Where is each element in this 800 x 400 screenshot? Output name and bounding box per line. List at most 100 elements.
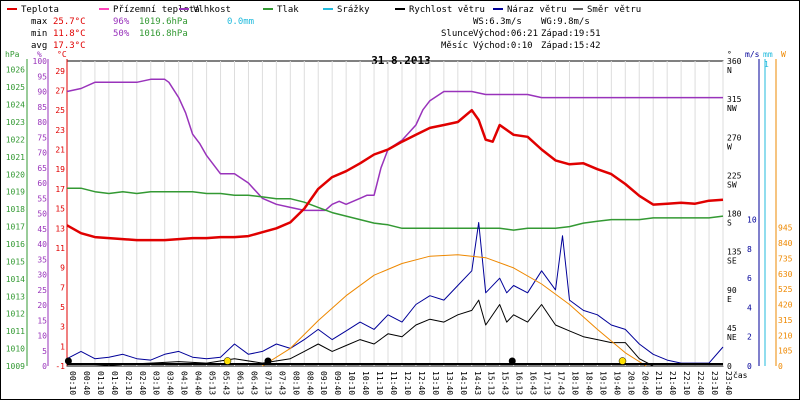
axis-tick-w: 420 bbox=[778, 301, 793, 310]
axis-label-ms: m/s bbox=[745, 50, 760, 59]
series-line-teplota bbox=[66, 108, 724, 242]
legend-label: Teplota bbox=[21, 5, 59, 15]
x-tick-label: 06:13 bbox=[235, 371, 244, 395]
axis-tick-hpa: 1019 bbox=[6, 188, 25, 197]
axis-tick-hpa: 1022 bbox=[6, 135, 25, 144]
x-tick-label: 09:10 bbox=[319, 371, 328, 395]
axis-tick-hpa: 1014 bbox=[6, 275, 25, 284]
night-marker bbox=[64, 357, 72, 365]
axis-tick-w: 630 bbox=[778, 270, 793, 279]
axis-tick-hpa: 1023 bbox=[6, 118, 25, 127]
x-tick-label: 01:10 bbox=[96, 371, 105, 395]
axis-tick-deg: 135 bbox=[727, 248, 742, 257]
x-tick-label: 23:40 bbox=[724, 371, 733, 395]
axis-tick-pct: 75 bbox=[37, 133, 47, 142]
axis-tick-dir: S bbox=[727, 219, 732, 228]
x-tick-label: 00:10 bbox=[68, 371, 77, 395]
axis-tick-temp: 15 bbox=[55, 205, 65, 214]
axis-tick-temp: 7 bbox=[60, 283, 65, 292]
axis-tick-w: 105 bbox=[778, 347, 793, 356]
x-tick-label: 11:40 bbox=[389, 371, 398, 395]
plot-frame bbox=[66, 60, 724, 367]
axis-tick-dir: W bbox=[727, 142, 732, 151]
x-tick-label: 08:10 bbox=[291, 371, 300, 395]
stats-block: max 25.7°C 96% 1019.6hPa 0.0mm min 11.8°… bbox=[31, 17, 601, 51]
x-tick-label: 17:13 bbox=[543, 371, 552, 395]
axis-tick-pct: 35 bbox=[37, 255, 47, 264]
axis-tick-temp: -1 bbox=[55, 362, 65, 371]
x-tick-label: 10:40 bbox=[361, 371, 370, 395]
axis-tick-deg: 225 bbox=[727, 171, 742, 180]
axis-tick-pct: 15 bbox=[37, 316, 47, 325]
x-tick-label: 10:10 bbox=[347, 371, 356, 395]
axis-label-hpa: hPa bbox=[5, 50, 20, 59]
x-tick-label: 01:40 bbox=[110, 371, 119, 395]
x-tick-label: 02:10 bbox=[124, 371, 133, 395]
axis-tick-temp: 29 bbox=[55, 67, 65, 76]
axis-label-mm: mm bbox=[763, 50, 773, 59]
x-tick-label: 12:40 bbox=[417, 371, 426, 395]
axis-tick-dir: SW bbox=[727, 180, 737, 189]
stats-min-temp: 11.8°C bbox=[53, 29, 86, 39]
axis-tick-dir: NE bbox=[727, 333, 737, 342]
night-marker bbox=[508, 357, 516, 365]
axis-tick-deg: 0 bbox=[727, 362, 732, 371]
axis-tick-pct: 40 bbox=[37, 240, 47, 249]
x-tick-label: 21:10 bbox=[654, 371, 663, 395]
axis-tick-pct: 95 bbox=[37, 72, 47, 81]
stats-min-hum: 50% bbox=[113, 29, 130, 39]
stats-avg-temp: 17.3°C bbox=[53, 41, 86, 51]
x-tick-label: 15:13 bbox=[487, 371, 496, 395]
x-tick-label: 20:40 bbox=[640, 371, 649, 395]
sun-set: Západ:19:51 bbox=[541, 29, 601, 39]
axis-tick-temp: 17 bbox=[55, 185, 65, 194]
axis-tick-pct: 30 bbox=[37, 271, 47, 280]
axis-tick-w: 315 bbox=[778, 316, 793, 325]
axis-tick-deg: 315 bbox=[727, 95, 742, 104]
x-tick-label: 16:43 bbox=[529, 371, 538, 395]
wind-ws: WS:6.3m/s bbox=[473, 17, 522, 27]
x-tick-label: 19:40 bbox=[612, 371, 621, 395]
axis-tick-pct: 45 bbox=[37, 225, 47, 234]
stats-max-label: max bbox=[31, 17, 48, 27]
axis-tick-pct: 85 bbox=[37, 103, 47, 112]
sun-label: Slunce bbox=[441, 29, 474, 39]
x-tick-label: 12:10 bbox=[403, 371, 412, 395]
axis-tick-hpa: 1017 bbox=[6, 223, 25, 232]
x-ticks: 00:10 00:40 01:10 01:40 02:10 02:40 03:10 03:40… bbox=[68, 371, 733, 395]
x-tick-label: 03:40 bbox=[166, 371, 175, 395]
x-tick-label: 13:40 bbox=[445, 371, 454, 395]
x-tick-label: 14:43 bbox=[473, 371, 482, 395]
series-line-n-raz-v-tru bbox=[66, 222, 724, 364]
stats-max-temp: 25.7°C bbox=[53, 17, 86, 27]
axis-tick-dir: E bbox=[727, 295, 732, 304]
x-tick-label: 06:43 bbox=[249, 371, 258, 395]
stats-max-press: 1019.6hPa bbox=[139, 17, 188, 27]
axis-tick-deg: 90 bbox=[727, 286, 737, 295]
axis-label-pct: % bbox=[37, 50, 42, 59]
legend-label: Vlhkost bbox=[193, 5, 231, 15]
sun-rise: Východ:06:21 bbox=[473, 29, 538, 39]
x-tick-label: 09:40 bbox=[333, 371, 342, 395]
x-tick-label: 05:43 bbox=[222, 371, 231, 395]
axis-label-deg: ° bbox=[727, 50, 732, 59]
axis-tick-mm: 1 bbox=[764, 60, 769, 69]
series-layer bbox=[64, 78, 724, 367]
x-tick-label: 11:10 bbox=[375, 371, 384, 395]
x-tick-label: 18:40 bbox=[584, 371, 593, 395]
moon-rise: Východ:0:10 bbox=[473, 41, 533, 51]
axis-tick-hpa: 1024 bbox=[6, 101, 25, 110]
axes: hPa1026102510241023102210211020101910181… bbox=[5, 50, 793, 371]
axis-tick-hpa: 1013 bbox=[6, 292, 25, 301]
x-tick-label: 15:43 bbox=[501, 371, 510, 395]
axis-tick-pct: 25 bbox=[37, 286, 47, 295]
x-tick-label: 14:10 bbox=[459, 371, 468, 395]
x-tick-label: 21:40 bbox=[668, 371, 677, 395]
axis-tick-temp: 3 bbox=[60, 323, 65, 332]
axis-tick-hpa: 1010 bbox=[6, 345, 25, 354]
x-tick-label: 04:10 bbox=[180, 371, 189, 395]
moon-label: Měsíc bbox=[441, 41, 468, 51]
axis-tick-dir: N bbox=[727, 66, 732, 75]
legend-label: Přízemní teplota bbox=[113, 5, 200, 15]
axis-tick-w: 0 bbox=[778, 362, 783, 371]
